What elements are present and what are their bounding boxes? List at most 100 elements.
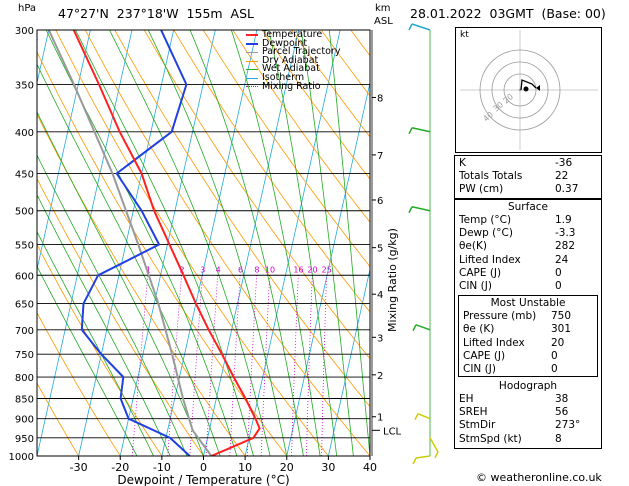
legend-item: Dry Adiabat: [246, 56, 340, 66]
surface-value: 0: [555, 266, 562, 279]
km-tick-label: 7: [377, 151, 383, 162]
temp-tick-label: 20: [280, 461, 294, 474]
index-row: Totals Totals 22: [455, 170, 601, 183]
most-unstable-value: 301: [551, 323, 572, 336]
most-unstable-box: Most Unstable Pressure (mb) 750 θe (K) 301 L…: [458, 295, 598, 378]
hodograph-value: 8: [555, 432, 562, 445]
legend-item: Dewpoint: [246, 37, 340, 49]
mixing-ratio-line: [189, 275, 203, 456]
surface-row: Dewp (°C) -3.3: [455, 227, 601, 240]
most-unstable-row: Pressure (mb) 750: [459, 310, 597, 323]
hodograph-row: StmSpd (kt) 8: [455, 433, 601, 446]
most-unstable-label: θe (K): [463, 323, 495, 336]
wet-adiabat-line: [328, 30, 370, 456]
pressure-tick-label: 300: [15, 26, 34, 37]
index-value: -36: [555, 157, 573, 169]
most-unstable-value: 20: [551, 336, 565, 349]
hodograph-kt-label: kt: [460, 30, 469, 40]
mixing-ratio-axis-label: Mixing Ratio (g/kg): [386, 228, 399, 332]
legend-label: Mixing Ratio: [262, 80, 321, 92]
pressure-tick-label: 950: [15, 434, 34, 445]
isotherm-line: [0, 30, 7, 456]
temp-tick-label: 40: [363, 461, 377, 474]
mixing-ratio-label: 3: [200, 265, 205, 274]
wind-barb: [417, 413, 431, 420]
hodograph-ring-label: 30: [492, 100, 506, 113]
pressure-tick-label: 750: [15, 350, 34, 361]
temp-tick-label: 0: [200, 461, 207, 474]
legend-swatch: [246, 42, 258, 45]
km-tick-label: 5: [377, 244, 383, 255]
most-unstable-value: 750: [551, 310, 572, 323]
temp-tick-label: 10: [238, 461, 252, 474]
km-tick-label: 8: [377, 93, 383, 104]
hodograph-ring-label: 40: [482, 110, 496, 123]
indices-table: K -36 Totals Totals 22 PW (cm) 0.37: [454, 155, 602, 199]
most-unstable-value: 0: [551, 349, 558, 362]
dry-adiabat-line: [37, 51, 288, 456]
dry-adiabat-line: [232, 30, 370, 223]
most-unstable-label: Lifted Index: [463, 336, 525, 349]
legend-swatch: [246, 69, 258, 71]
mixing-ratio-line: [167, 275, 182, 456]
surface-row: CAPE (J) 0: [455, 267, 601, 280]
legend-swatch: [246, 60, 258, 62]
mixing-ratio-line: [205, 275, 219, 456]
hodograph-label: StmDir: [459, 419, 496, 432]
hodograph-rows: EH 38 SREH 56 StmDir 273° StmSpd (kt) 8: [455, 393, 601, 446]
pressure-tick-label: 350: [15, 81, 34, 92]
wind-barb-flag: [412, 457, 417, 465]
surface-value: 282: [555, 240, 576, 253]
wind-barb-flag: [414, 413, 419, 421]
index-value: 22: [555, 170, 569, 183]
hodograph-row: EH 38: [455, 393, 601, 406]
surface-value: 1.9: [555, 214, 572, 226]
pressure-tick-label: 850: [15, 394, 34, 405]
most-unstable-label: CIN (J): [463, 362, 496, 375]
plot-area: 1 2 3 4 6 8 10 16 20 25: [0, 30, 370, 456]
isotherm-line: [327, 267, 370, 456]
hodograph-value: 56: [555, 406, 569, 419]
mixing-ratio-label: 16: [293, 265, 303, 274]
legend-item: Parcel Trajectory: [246, 47, 340, 57]
lcl-label: LCL: [383, 426, 402, 437]
km-label: km: [375, 3, 391, 14]
wind-barb: [415, 324, 431, 331]
most-unstable-row: CAPE (J) 0: [459, 350, 597, 363]
mixing-ratio-line: [229, 275, 241, 456]
dry-adiabat-line: [202, 30, 370, 268]
credit: © weatheronline.co.uk: [476, 471, 602, 484]
x-axis-label: Dewpoint / Temperature (°C): [117, 473, 289, 486]
legend-swatch: [246, 51, 258, 53]
hodograph-label: StmSpd (kt): [459, 432, 522, 445]
isotherm-line: [37, 30, 133, 456]
mixing-ratio-line: [306, 275, 313, 456]
most-unstable-rows: Pressure (mb) 750 θe (K) 301 Lifted Index 20 C…: [459, 310, 597, 376]
wind-barb: [415, 455, 431, 459]
surface-label: CAPE (J): [459, 266, 502, 279]
km-tick-label: 3: [377, 333, 383, 344]
isotherm-line: [37, 30, 91, 272]
stats-table: Surface Temp (°C) 1.9 Dewp (°C) -3.3 θe(K) 28…: [454, 199, 602, 449]
temp-tick-label: -20: [111, 461, 129, 474]
hodograph-table-title: Hodograph: [498, 380, 558, 393]
legend-item: Isotherm: [246, 73, 340, 83]
legend-label: Wet Adiabat: [262, 63, 320, 75]
surface-value: 24: [555, 253, 569, 266]
dry-adiabat-line: [37, 311, 121, 456]
most-unstable-title: Most Unstable: [490, 297, 566, 310]
surface-row: θe(K) 282: [455, 240, 601, 253]
plot-frame: [36, 29, 371, 457]
pressure-tick-label: 900: [15, 415, 34, 426]
surface-row: CIN (J) 0: [455, 280, 601, 293]
legend-label: Dewpoint: [262, 37, 308, 49]
temp-tick-label: -30: [70, 461, 88, 474]
hodograph-ring-label: 20: [502, 92, 516, 105]
legend-swatch: [246, 86, 258, 88]
hodograph-value: 273°: [555, 419, 581, 432]
wind-barb: [411, 206, 431, 212]
dry-adiabat-line: [143, 30, 370, 360]
most-unstable-value: 0: [551, 362, 558, 375]
index-value: 0.37: [555, 183, 579, 196]
